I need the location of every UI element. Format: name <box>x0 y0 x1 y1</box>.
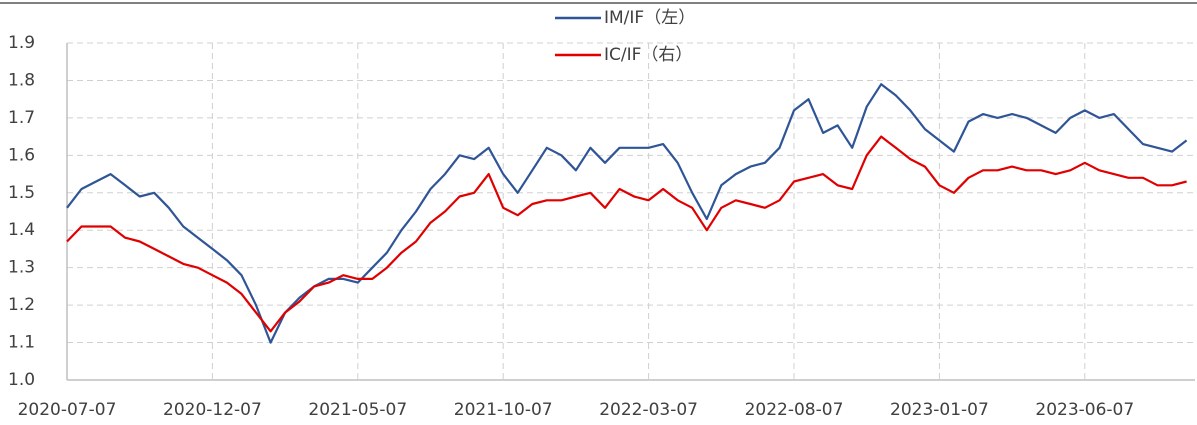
x-tick-label: 2022-08-07 <box>745 400 844 420</box>
y-tick-label: 1.4 <box>8 220 35 240</box>
x-tick-label: 2020-07-07 <box>18 400 117 420</box>
y-tick-label: 1.0 <box>8 370 35 390</box>
y-tick-label: 1.3 <box>8 258 35 278</box>
x-tick-label: 2023-06-07 <box>1035 400 1134 420</box>
y-tick-label: 1.1 <box>8 333 35 353</box>
y-tick-label: 1.5 <box>8 183 35 203</box>
x-tick-label: 2021-10-07 <box>454 400 553 420</box>
y-tick-label: 1.7 <box>8 108 35 128</box>
x-tick-label: 2020-12-07 <box>163 400 262 420</box>
series-line <box>66 83 1188 344</box>
y-tick-label: 1.9 <box>8 33 35 53</box>
x-tick-label: 2021-05-07 <box>308 400 407 420</box>
x-tick-label: 2022-03-07 <box>599 400 698 420</box>
y-tick-label: 1.6 <box>8 145 35 165</box>
y-tick-label: 1.8 <box>8 70 35 90</box>
series-line <box>66 135 1187 333</box>
y-tick-label: 1.2 <box>8 295 35 315</box>
legend-label: IM/IF（左） <box>604 8 695 28</box>
x-tick-label: 2023-01-07 <box>890 400 989 420</box>
legend-label: IC/IF（右） <box>604 45 692 65</box>
